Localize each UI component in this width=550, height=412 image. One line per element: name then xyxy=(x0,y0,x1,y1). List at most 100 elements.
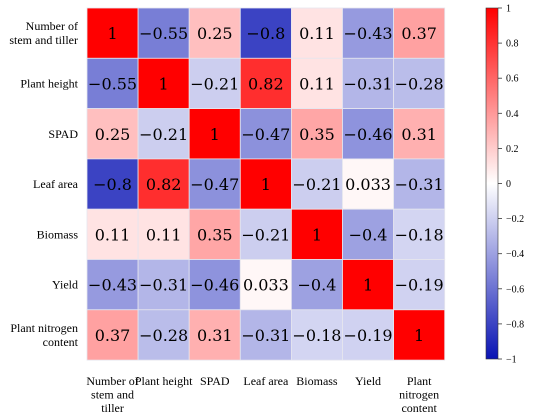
cell-value-label: −0.18 xyxy=(395,225,444,244)
heatmap-cell xyxy=(290,108,343,160)
heatmap-cell xyxy=(393,158,446,210)
colorbar-tick-label: −1 xyxy=(506,355,517,366)
colorbar-tick-label: 0.8 xyxy=(506,39,519,50)
column-label: Plant xyxy=(407,374,432,388)
heatmap-cell xyxy=(137,158,190,210)
heatmap-cell xyxy=(188,7,241,59)
heatmap-cell xyxy=(290,57,343,109)
heatmap-cell xyxy=(137,108,190,160)
heatmap-cell xyxy=(137,259,190,311)
cell-value-label: 0.31 xyxy=(401,125,437,144)
cell-value-label: −0.4 xyxy=(298,276,337,295)
cell-value-label: −0.28 xyxy=(395,74,444,93)
cell-value-label: 0.35 xyxy=(197,225,233,244)
cell-value-label: −0.4 xyxy=(349,225,388,244)
heatmap-cell xyxy=(239,7,292,59)
cell-value-label: −0.43 xyxy=(88,276,137,295)
cell-value-label: 0.37 xyxy=(401,24,437,43)
heatmap-cell xyxy=(188,57,241,109)
colorbar-tick-label: −0.2 xyxy=(506,214,524,225)
row-label: Number of xyxy=(26,19,78,33)
cell-value-label: −0.21 xyxy=(139,125,188,144)
cell-value-label: −0.21 xyxy=(241,225,290,244)
row-label: stem and tiller xyxy=(9,33,78,47)
heatmap-cell xyxy=(342,108,394,160)
row-label: Biomass xyxy=(37,227,79,241)
heatmap-cells: 1 −0.55 0.25 −0.8 0.11 −0.43 0.37 −0.55 1 −0.21 0.… xyxy=(86,7,446,361)
column-label: content xyxy=(401,401,437,412)
cell-value-label: 0.033 xyxy=(345,175,391,194)
cell-value-label: 0.82 xyxy=(146,175,182,194)
cell-value-label: 1 xyxy=(159,74,169,93)
column-label: tiller xyxy=(101,401,124,412)
column-label: Leaf area xyxy=(243,374,289,388)
colorbar-tick-label: 0.6 xyxy=(506,74,519,85)
cell-value-label: 1 xyxy=(107,24,117,43)
colorbar-tick-label: −0.6 xyxy=(506,284,524,295)
row-label: content xyxy=(43,335,79,349)
cell-value-label: −0.18 xyxy=(292,326,341,345)
colorbar-tick-label: −0.4 xyxy=(506,249,524,260)
heatmap-cell xyxy=(86,57,139,109)
cell-value-label: 0.11 xyxy=(95,225,131,244)
cell-value-label: 1 xyxy=(414,326,424,345)
heatmap-cell xyxy=(342,158,394,210)
cell-value-label: −0.31 xyxy=(139,276,188,295)
colorbar-tick-label: 0.4 xyxy=(506,109,519,120)
column-label: Biomass xyxy=(296,374,338,388)
cell-value-label: −0.31 xyxy=(344,74,393,93)
column-label: stem and xyxy=(91,388,134,402)
heatmap-cell xyxy=(86,309,139,361)
heatmap-cell xyxy=(393,57,446,109)
colorbar-tick-label: 1 xyxy=(506,4,511,15)
heatmap-cell xyxy=(86,259,139,311)
heatmap-cell xyxy=(393,309,446,361)
cell-value-label: −0.8 xyxy=(246,24,285,43)
heatmap-cell xyxy=(239,158,292,210)
heatmap-cell xyxy=(188,259,241,311)
cell-value-label: −0.47 xyxy=(241,125,290,144)
heatmap-cell xyxy=(290,309,343,361)
column-label: Number of xyxy=(86,374,138,388)
column-label: SPAD xyxy=(200,374,230,388)
column-label: Yield xyxy=(355,374,381,388)
cell-value-label: −0.55 xyxy=(139,24,188,43)
cell-value-label: −0.19 xyxy=(344,326,393,345)
cell-value-label: 1 xyxy=(210,125,220,144)
colorbar xyxy=(485,7,499,360)
cell-value-label: −0.46 xyxy=(344,125,393,144)
cell-value-label: −0.47 xyxy=(190,175,239,194)
column-label: nitrogen xyxy=(399,388,439,402)
heatmap-cell xyxy=(86,7,139,59)
cell-value-label: −0.31 xyxy=(395,175,444,194)
heatmap-cell xyxy=(239,108,292,160)
colorbar-tick-label: 0 xyxy=(506,179,511,190)
row-label: Plant nitrogen xyxy=(10,321,78,335)
heatmap-cell xyxy=(137,7,190,59)
colorbar-tick-label: 0.2 xyxy=(506,144,519,155)
row-label: SPAD xyxy=(48,127,78,141)
heatmap-cell xyxy=(188,309,241,361)
colorbar-ticks: 1 0.8 0.6 0.4 0.2 0 −0.2 −0.4 −0.6 −0.8 −1 xyxy=(498,4,524,366)
heatmap-cell xyxy=(239,309,292,361)
colorbar-tick-label: −0.8 xyxy=(506,319,524,330)
cell-value-label: 0.31 xyxy=(197,326,233,345)
cell-value-label: −0.55 xyxy=(88,74,137,93)
heatmap-cell xyxy=(188,208,241,260)
heatmap-cell xyxy=(239,259,292,311)
cell-value-label: −0.8 xyxy=(93,175,132,194)
cell-value-label: −0.21 xyxy=(190,74,239,93)
heatmap-cell xyxy=(342,7,394,59)
cell-value-label: 1 xyxy=(312,225,322,244)
heatmap-cell xyxy=(342,309,394,361)
cell-value-label: 1 xyxy=(261,175,271,194)
row-label: Plant height xyxy=(20,76,78,90)
column-label: Plant height xyxy=(135,374,193,388)
cell-value-label: 0.25 xyxy=(95,125,131,144)
heatmap-cell xyxy=(393,108,446,160)
cell-value-label: 0.033 xyxy=(243,276,289,295)
cell-value-label: 0.37 xyxy=(95,326,131,345)
